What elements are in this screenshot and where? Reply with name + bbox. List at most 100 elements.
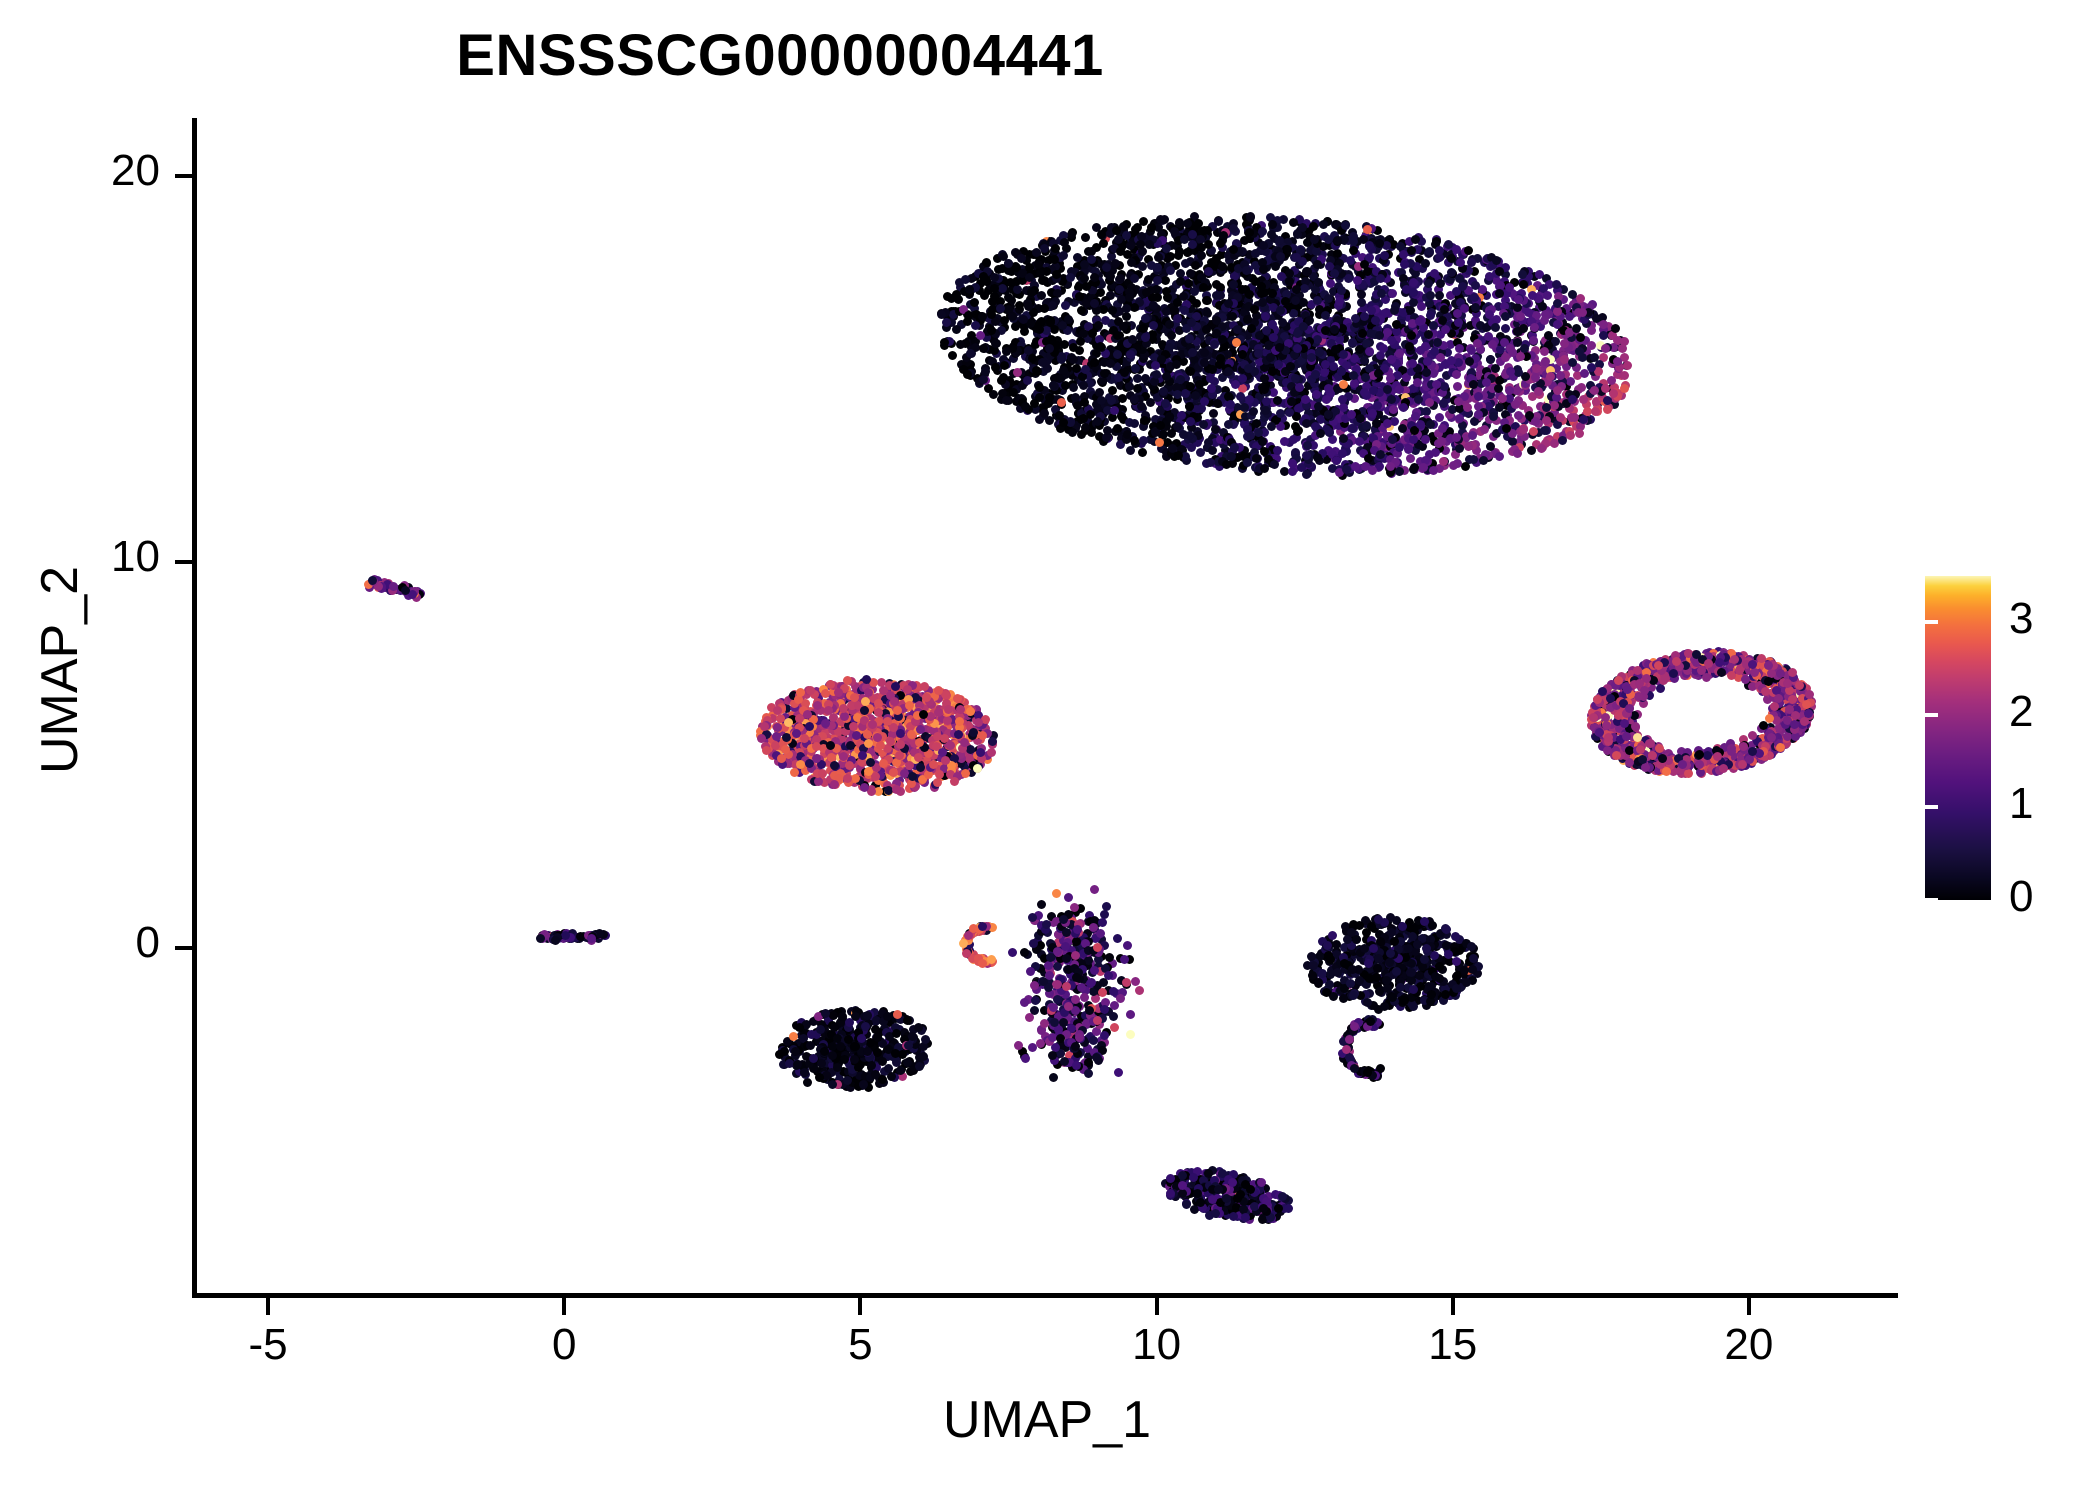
scatter-point bbox=[1354, 437, 1364, 447]
scatter-point bbox=[1397, 424, 1407, 434]
scatter-point bbox=[1470, 302, 1480, 312]
scatter-point bbox=[1096, 395, 1106, 405]
scatter-point bbox=[1004, 292, 1014, 302]
scatter-point bbox=[1620, 337, 1630, 347]
scatter-point bbox=[1260, 463, 1270, 473]
scatter-point bbox=[1031, 365, 1041, 375]
scatter-point bbox=[1586, 363, 1596, 373]
scatter-point bbox=[954, 294, 964, 304]
scatter-point bbox=[1024, 272, 1034, 282]
scatter-point bbox=[1323, 409, 1333, 419]
scatter-point bbox=[1131, 224, 1141, 234]
scatter-point bbox=[1598, 320, 1608, 330]
scatter-point bbox=[1324, 293, 1334, 303]
scatter-point bbox=[1266, 381, 1276, 391]
scatter-point bbox=[1439, 381, 1449, 391]
scatter-point bbox=[1334, 296, 1344, 306]
scatter-point bbox=[947, 350, 957, 360]
scatter-point bbox=[1246, 323, 1256, 333]
scatter-point bbox=[1515, 311, 1525, 321]
scatter-point bbox=[1513, 367, 1523, 377]
scatter-point bbox=[1451, 432, 1461, 442]
scatter-point bbox=[1386, 336, 1396, 346]
scatter-point bbox=[1578, 395, 1588, 405]
scatter-point bbox=[1172, 389, 1182, 399]
scatter-point bbox=[1340, 220, 1350, 230]
scatter-point bbox=[1394, 443, 1404, 453]
scatter-point bbox=[1138, 436, 1148, 446]
scatter-point bbox=[990, 362, 1000, 372]
scatter-point bbox=[1019, 315, 1029, 325]
scatter-point bbox=[1390, 305, 1400, 315]
scatter-point bbox=[1187, 294, 1197, 304]
scatter-point bbox=[1486, 363, 1496, 373]
scatter-point bbox=[1076, 337, 1086, 346]
scatter-point bbox=[990, 339, 1000, 349]
scatter-point bbox=[1221, 446, 1231, 456]
scatter-point bbox=[1280, 297, 1290, 307]
scatter-point bbox=[1387, 435, 1397, 445]
scatter-point bbox=[1454, 343, 1464, 353]
scatter-point bbox=[1200, 347, 1209, 357]
scatter-point bbox=[1340, 333, 1350, 343]
scatter-point bbox=[1217, 249, 1227, 259]
scatter-point bbox=[1208, 445, 1218, 455]
scatter-point bbox=[1562, 382, 1572, 392]
scatter-point bbox=[1483, 331, 1493, 341]
scatter-point bbox=[1035, 324, 1045, 334]
scatter-point bbox=[1371, 315, 1381, 325]
scatter-point bbox=[1474, 391, 1484, 401]
scatter-point bbox=[999, 361, 1009, 371]
scatter-point bbox=[1599, 330, 1609, 340]
plot-title: ENSSSCG00000004441 bbox=[456, 23, 1104, 88]
scatter-point bbox=[1564, 311, 1574, 321]
scatter-point bbox=[1111, 225, 1121, 235]
scatter-point bbox=[1426, 290, 1436, 300]
scatter-point bbox=[1447, 355, 1457, 365]
scatter-point bbox=[1285, 361, 1295, 371]
scatter-point bbox=[1482, 377, 1492, 387]
scatter-point bbox=[1552, 298, 1562, 308]
scatter-point bbox=[1215, 238, 1225, 248]
scatter-point bbox=[1107, 305, 1117, 315]
scatter-point bbox=[1357, 290, 1367, 300]
scatter-point bbox=[1572, 324, 1582, 334]
scatter-point bbox=[1601, 344, 1611, 354]
scatter-point bbox=[1039, 348, 1049, 358]
scatter-point bbox=[1329, 268, 1339, 278]
scatter-point bbox=[1312, 295, 1322, 305]
scatter-point bbox=[1278, 413, 1288, 423]
scatter-point bbox=[1261, 325, 1271, 335]
scatter-point bbox=[1351, 461, 1361, 471]
scatter-point bbox=[1150, 361, 1160, 371]
scatter-point bbox=[1267, 244, 1277, 254]
scatter-point bbox=[1459, 343, 1469, 353]
scatter-point bbox=[1051, 269, 1061, 279]
scatter-point bbox=[1146, 398, 1156, 408]
scatter-point bbox=[1491, 364, 1501, 374]
scatter-point bbox=[1074, 346, 1084, 356]
scatter-point bbox=[1312, 389, 1322, 399]
scatter-point bbox=[1245, 431, 1255, 440]
scatter-point bbox=[958, 364, 968, 374]
scatter-point bbox=[1347, 338, 1357, 348]
scatter-point bbox=[1487, 339, 1497, 349]
scatter-point bbox=[1087, 328, 1097, 338]
scatter-point bbox=[1415, 316, 1425, 326]
scatter-point bbox=[1257, 436, 1267, 446]
scatter-point bbox=[1204, 239, 1214, 249]
scatter-point bbox=[1387, 289, 1397, 299]
scatter-point bbox=[1164, 320, 1174, 330]
scatter-point bbox=[1559, 294, 1569, 304]
scatter-point bbox=[1143, 231, 1153, 241]
scatter-point bbox=[1347, 424, 1357, 434]
scatter-point bbox=[1505, 344, 1515, 354]
scatter-point bbox=[1555, 370, 1565, 380]
scatter-point bbox=[1544, 330, 1554, 340]
scatter-point bbox=[1180, 305, 1190, 315]
scatter-point bbox=[1189, 286, 1199, 296]
scatter-point bbox=[1080, 365, 1090, 374]
scatter-point bbox=[1176, 276, 1186, 286]
scatter-point bbox=[1132, 383, 1142, 393]
scatter-point bbox=[1385, 462, 1395, 472]
